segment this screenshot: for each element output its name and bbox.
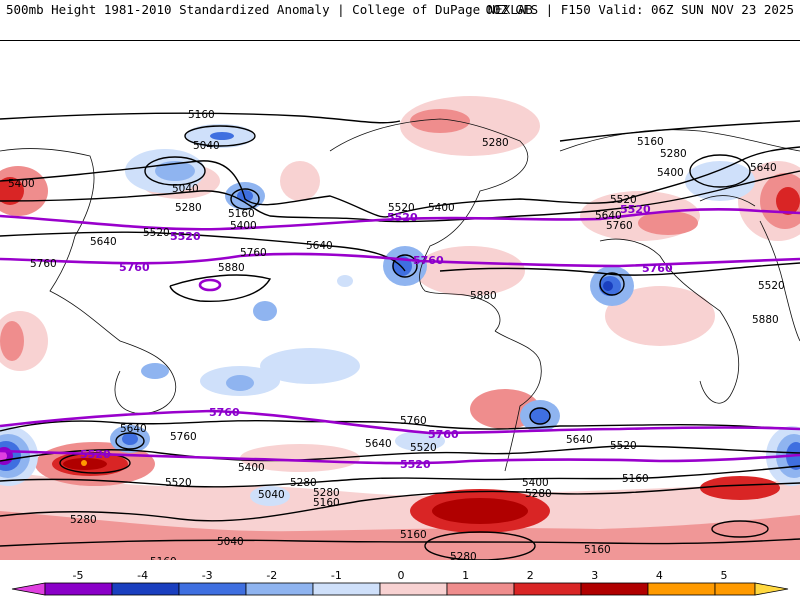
- contour-label: 5760: [170, 431, 197, 443]
- colorbar-end-low: [11, 582, 46, 596]
- contour-label: 5400: [8, 178, 35, 190]
- contour-label-purple: 5520: [400, 458, 431, 471]
- colorbar-tick-label: 0: [398, 569, 405, 582]
- map-panel: 5160 5040 5400 5040 5280 5520 5160 5400 …: [0, 40, 800, 560]
- contour-label: 5520: [758, 280, 785, 292]
- contour-label: 5520: [388, 202, 415, 214]
- contour-label: 5280: [290, 477, 317, 489]
- colorbar-tick-label: 2: [527, 569, 534, 582]
- colorbar-tick-label: 5: [721, 569, 728, 582]
- contour-label: 5280: [450, 551, 477, 560]
- contour-label: 5640: [566, 434, 593, 446]
- colorbar-swatch: [580, 582, 649, 596]
- contour-label: 5280: [70, 514, 97, 526]
- contour-label: 5280: [313, 487, 340, 499]
- contour-label: 5760: [400, 415, 427, 427]
- chart-title: 500mb Height 1981-2010 Standardized Anom…: [6, 2, 533, 17]
- contour-label-purple: 5520: [170, 230, 201, 243]
- colorbar-swatch: [178, 582, 247, 596]
- anomaly-shading: [0, 96, 800, 560]
- contour-label: 5520: [410, 442, 437, 454]
- contour-label: 5040: [217, 536, 244, 548]
- colorbar-swatches: [11, 582, 789, 596]
- contour-label: 5520: [610, 194, 637, 206]
- colorbar: -5 -4 -3 -2 -1 0 1 2 3 4 5: [11, 569, 789, 596]
- contour-label: 5280: [175, 202, 202, 214]
- model-run-info: 00Z GFS | F150 Valid: 06Z SUN NOV 23 202…: [485, 2, 794, 17]
- contour-label-purple: 5760: [413, 254, 444, 267]
- contour-label: 5880: [470, 290, 497, 302]
- colorbar-tick-label: -2: [266, 569, 277, 582]
- contour-label: 5160: [637, 136, 664, 148]
- contour-label: 5160: [584, 544, 611, 556]
- contour-label: 5640: [306, 240, 333, 252]
- contour-label: 5400: [428, 202, 455, 214]
- contour-label: 5160: [228, 208, 255, 220]
- colorbar-swatch: [379, 582, 448, 596]
- contour-label: 5640: [90, 236, 117, 248]
- colorbar-tick-label: -5: [73, 569, 84, 582]
- height-contours: [0, 112, 800, 560]
- colorbar-tick-label: 1: [462, 569, 469, 582]
- colorbar-swatch: [647, 582, 716, 596]
- colorbar-swatch: [312, 582, 381, 596]
- colorbar-tick-label: 3: [591, 569, 598, 582]
- contour-label: 5400: [657, 167, 684, 179]
- contour-label-purple: 5520: [620, 203, 651, 216]
- contour-label: 5880: [752, 314, 779, 326]
- contour-label: 5520: [610, 440, 637, 452]
- height-labels: 5160 5040 5400 5040 5280 5520 5160 5400 …: [8, 109, 785, 560]
- colorbar-swatch: [44, 582, 113, 596]
- colorbar-swatch: [446, 582, 515, 596]
- colorbar-tick-label: 4: [656, 569, 663, 582]
- colorbar-tick-label: -1: [331, 569, 342, 582]
- anomaly-map: 5160 5040 5400 5040 5280 5520 5160 5400 …: [0, 96, 800, 560]
- contour-label: 5640: [595, 210, 622, 222]
- contour-label: 5760: [240, 247, 267, 259]
- contour-label: 5280: [660, 148, 687, 160]
- thickness-labels: 5520 5760 5520 5760 5520 5760 5760 5520 …: [80, 203, 673, 471]
- contour-label: 5400: [230, 220, 257, 232]
- colorbar-end-high: [754, 582, 789, 596]
- contour-label: 5400: [522, 477, 549, 489]
- contour-label-purple: 5760: [119, 261, 150, 274]
- contour-label-purple: 5760: [642, 262, 673, 275]
- contour-label: 5160: [400, 529, 427, 541]
- coastlines: [0, 118, 800, 472]
- colorbar-tick-label: -3: [202, 569, 213, 582]
- contour-label: 5160: [313, 497, 340, 509]
- contour-label: 5640: [750, 162, 777, 174]
- contour-label: 5400: [238, 462, 265, 474]
- contour-label: 5160: [622, 473, 649, 485]
- contour-label: 5040: [258, 489, 285, 501]
- contour-label: 5040: [193, 140, 220, 152]
- contour-label-purple: 5760: [209, 406, 240, 419]
- colorbar-tick-label: -4: [137, 569, 148, 582]
- contour-label-purple: 5520: [387, 211, 418, 224]
- contour-label: 5640: [365, 438, 392, 450]
- contour-label: 5520: [165, 477, 192, 489]
- colorbar-swatch: [245, 582, 314, 596]
- colorbar-swatch: [513, 582, 582, 596]
- contour-label-purple: 5520: [80, 448, 111, 461]
- colorbar-swatch: [111, 582, 180, 596]
- contour-label-purple: 5760: [428, 428, 459, 441]
- contour-label: 5760: [30, 258, 57, 270]
- contour-label: 5760: [606, 220, 633, 232]
- colorbar-swatch: [714, 582, 756, 596]
- contour-label: 5520: [143, 227, 170, 239]
- contour-label: 5160: [150, 556, 177, 560]
- contour-label: 5880: [218, 262, 245, 274]
- thickness-contours: [0, 207, 800, 465]
- contour-label: 5280: [482, 137, 509, 149]
- colorbar-ticks: -5 -4 -3 -2 -1 0 1 2 3 4 5: [73, 569, 728, 582]
- contour-label: 5160: [188, 109, 215, 121]
- contour-label: 5040: [172, 183, 199, 195]
- contour-label: 5280: [525, 488, 552, 500]
- contour-label: 5640: [120, 423, 147, 435]
